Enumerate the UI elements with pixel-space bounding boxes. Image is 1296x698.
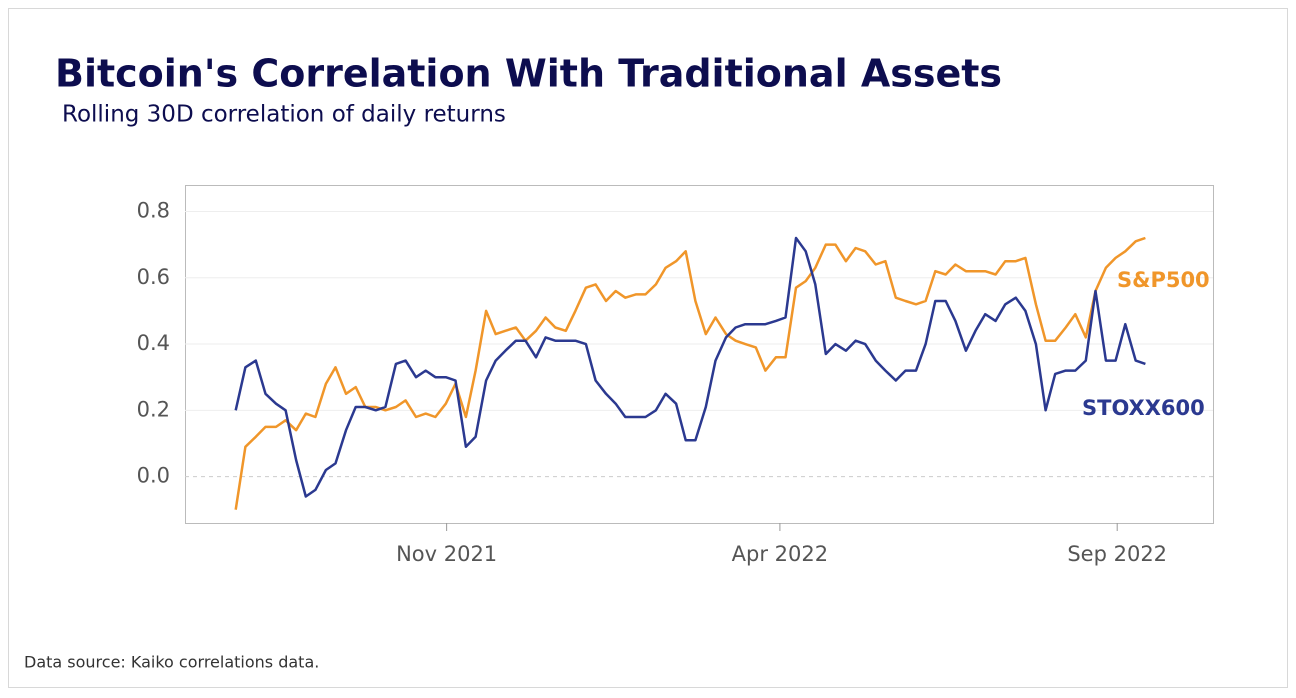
y-tick-label: 0.4	[137, 331, 170, 355]
card	[8, 8, 1288, 688]
series-line	[234, 236, 1146, 498]
chart-subtitle: Rolling 30D correlation of daily returns	[62, 102, 506, 128]
x-tick-label: Sep 2022	[1067, 542, 1167, 566]
plot-frame	[185, 185, 1214, 524]
y-tick-label: 0.0	[137, 464, 170, 488]
y-tick-label: 0.2	[137, 397, 170, 421]
series-label: S&P500	[1117, 268, 1210, 292]
source-note: Data source: Kaiko correlations data.	[24, 653, 319, 672]
series-label: STOXX600	[1082, 396, 1205, 420]
y-tick-label: 0.8	[137, 199, 170, 223]
x-tick-label: Nov 2021	[396, 542, 497, 566]
y-tick-label: 0.6	[137, 265, 170, 289]
x-tick-label: Apr 2022	[732, 542, 828, 566]
series-line	[234, 236, 1146, 510]
chart-title: Bitcoin's Correlation With Traditional A…	[55, 52, 1002, 96]
